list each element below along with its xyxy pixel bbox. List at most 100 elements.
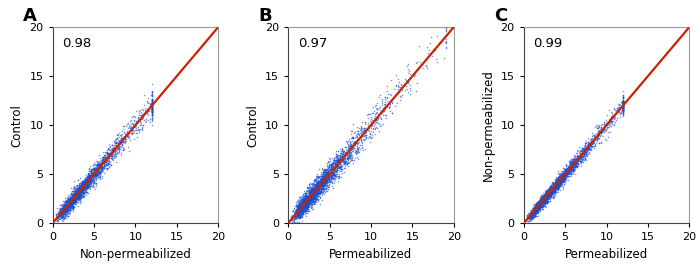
Point [316, 183, 327, 187]
Point [307, 193, 318, 197]
Point [85, 174, 96, 178]
Point [94, 168, 106, 172]
Point [317, 181, 328, 185]
Point [328, 167, 339, 171]
Point [319, 171, 330, 176]
Point [300, 204, 311, 208]
Point [87, 171, 98, 176]
Point [62, 204, 74, 209]
Point [96, 162, 107, 167]
Point [536, 200, 547, 204]
Point [538, 199, 550, 203]
Point [345, 150, 356, 154]
Point [146, 98, 158, 102]
Point [132, 120, 144, 124]
Point [598, 122, 610, 126]
Point [596, 125, 607, 129]
Point [85, 170, 97, 175]
Point [356, 129, 367, 133]
Point [545, 185, 556, 189]
Point [311, 175, 322, 180]
Point [310, 190, 321, 195]
Point [316, 179, 327, 183]
Point [547, 187, 558, 192]
Point [64, 198, 75, 203]
Point [529, 208, 540, 212]
Point [127, 127, 138, 131]
Point [522, 217, 533, 221]
Point [557, 177, 568, 181]
Point [98, 154, 109, 159]
Point [331, 165, 342, 170]
Point [527, 211, 538, 215]
Point [86, 175, 97, 179]
Point [120, 140, 131, 145]
Point [88, 163, 99, 167]
Point [125, 122, 136, 126]
Point [340, 161, 351, 166]
Point [356, 134, 368, 138]
Point [290, 215, 302, 219]
Point [344, 142, 356, 146]
Point [550, 179, 561, 184]
Point [580, 151, 592, 156]
Point [554, 182, 566, 187]
Point [334, 153, 345, 158]
Point [587, 141, 598, 145]
Point [298, 202, 309, 206]
Point [331, 164, 342, 168]
Point [568, 159, 580, 164]
Point [330, 165, 341, 169]
Point [588, 137, 599, 141]
Point [543, 193, 554, 197]
Point [523, 215, 534, 220]
Point [384, 101, 395, 105]
Point [59, 214, 70, 218]
Point [93, 171, 104, 175]
Point [543, 188, 554, 192]
Point [313, 182, 324, 186]
Point [54, 214, 65, 218]
Point [541, 193, 552, 198]
Point [554, 182, 566, 186]
Point [543, 194, 554, 198]
Point [66, 196, 78, 200]
Point [322, 172, 333, 177]
Point [348, 141, 359, 146]
Point [64, 197, 75, 201]
Point [70, 193, 81, 197]
Point [306, 199, 317, 203]
Point [596, 130, 607, 134]
Point [562, 168, 573, 172]
Point [543, 197, 554, 201]
Point [300, 198, 312, 203]
Point [327, 168, 338, 172]
Point [82, 181, 93, 185]
Point [104, 153, 115, 157]
Point [304, 197, 316, 202]
Point [592, 135, 603, 140]
Point [570, 164, 582, 168]
Point [379, 103, 391, 107]
Point [96, 162, 107, 167]
Point [123, 136, 134, 140]
Point [382, 96, 393, 100]
Point [540, 194, 552, 199]
Point [605, 121, 616, 125]
Point [384, 103, 395, 108]
Point [60, 206, 71, 210]
Point [71, 195, 83, 199]
Point [533, 204, 544, 208]
Point [146, 114, 158, 118]
Point [552, 188, 564, 193]
Point [329, 169, 340, 174]
Point [528, 210, 540, 214]
Point [146, 107, 158, 112]
Point [62, 203, 73, 207]
Point [389, 104, 400, 108]
Point [73, 190, 84, 195]
Point [537, 195, 548, 199]
Point [316, 174, 328, 178]
Point [308, 189, 319, 194]
Point [298, 193, 309, 197]
